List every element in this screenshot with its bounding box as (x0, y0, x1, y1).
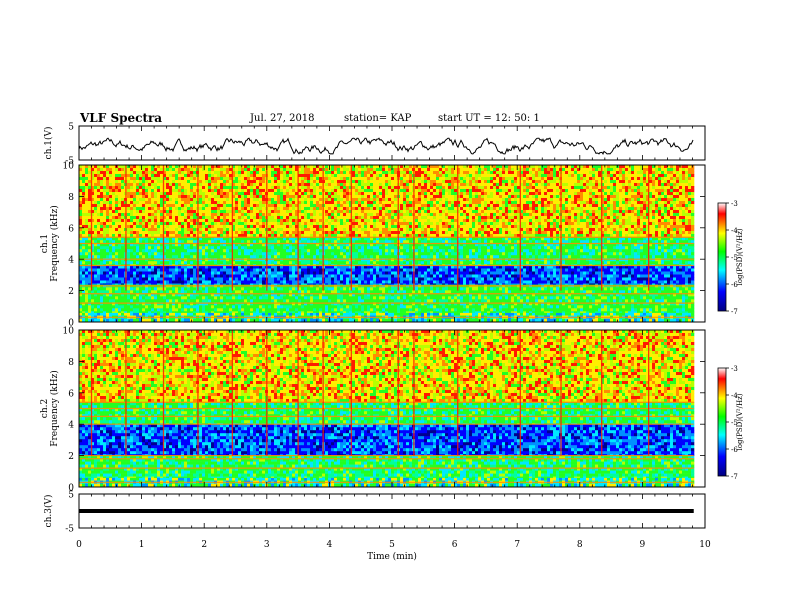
ch1-spectrogram-ytick-10: 10 (63, 162, 75, 172)
x-tick-8: 8 (577, 540, 583, 550)
x-tick-1: 1 (139, 540, 145, 550)
ch3-waveform-ylabel: ch.3(V) (43, 495, 54, 528)
x-tick-6: 6 (452, 540, 458, 550)
ch1-waveform-ytick-5: 5 (68, 123, 74, 133)
x-tick-3: 3 (264, 540, 270, 550)
ch3-waveform-ytick-5: 5 (68, 491, 74, 501)
x-tick-0: 0 (76, 540, 82, 550)
ch2-spectrogram-colorbar-tick--7: -7 (731, 473, 738, 481)
ch1-spectrogram-ylabel: Frequency (kHz) (49, 205, 60, 282)
ch1-spectrogram-colorbar-tick--3: -3 (731, 200, 738, 208)
ch2-spectrogram-ytick-2: 2 (68, 452, 74, 462)
x-tick-4: 4 (327, 540, 333, 550)
ch1-spectrogram-colorbar-tick--7: -7 (731, 308, 738, 316)
x-tick-10: 10 (699, 540, 711, 550)
ch2-spectrogram-ytick-10: 10 (63, 327, 75, 337)
ch2-spectrogram-ylabel: Frequency (kHz) (49, 370, 60, 447)
ch1-spectrogram-ytick-6: 6 (68, 224, 74, 234)
ch2-spectrogram-channel-label: ch.2 (40, 399, 50, 418)
x-axis-label: Time (min) (367, 551, 417, 562)
ch1-spectrogram-channel-label: ch.1 (40, 234, 50, 253)
ch2-spectrogram-ytick-8: 8 (68, 358, 74, 368)
ch1-spectrogram-ytick-2: 2 (68, 287, 74, 297)
ch2-spectrogram-colorbar-tick--3: -3 (731, 365, 738, 373)
x-tick-2: 2 (201, 540, 207, 550)
x-tick-5: 5 (389, 540, 395, 550)
ch1-waveform-ylabel: ch.1(V) (43, 127, 54, 160)
ch2-spectrogram-ytick-4: 4 (68, 421, 74, 431)
ch1-spectrogram-colorbar-label: log(PSD)(V²/Hz) (736, 228, 744, 285)
ch2-spectrogram-ytick-6: 6 (68, 389, 74, 399)
x-tick-7: 7 (514, 540, 520, 550)
ch2-spectrogram-colorbar-label: log(PSD)(V²/Hz) (736, 393, 744, 450)
ch1-waveform-trace (79, 138, 693, 154)
ch3-waveform-ytick--5: -5 (65, 525, 74, 535)
ch1-spectrogram-ytick-8: 8 (68, 193, 74, 203)
ch1-spectrogram-colorbar (718, 203, 726, 311)
ch2-spectrogram-colorbar (718, 368, 726, 476)
ch1-spectrogram-ytick-4: 4 (68, 256, 74, 266)
x-tick-9: 9 (640, 540, 646, 550)
vlf-figure: 5-5ch.1(V)0246810ch.1 Frequency (kHz)-3-4… (0, 0, 792, 612)
